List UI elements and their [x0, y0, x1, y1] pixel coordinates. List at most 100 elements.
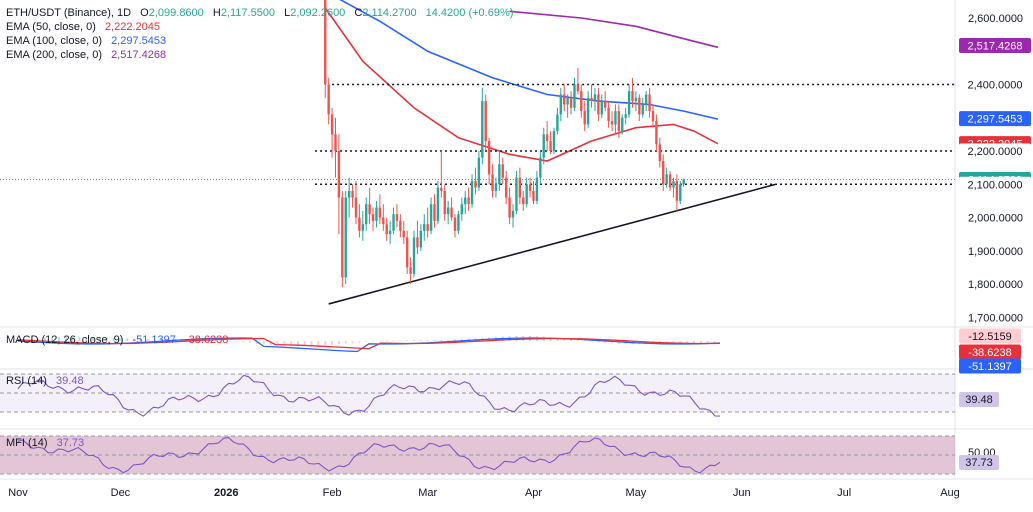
- candle: [528, 177, 532, 198]
- macd-signal-badge-bg: [959, 344, 1021, 360]
- macd-histogram-bar: [597, 341, 600, 343]
- candle-body: [341, 197, 344, 278]
- candle-body: [600, 101, 603, 115]
- candle: [494, 177, 498, 198]
- candle: [358, 204, 361, 238]
- candle: [347, 177, 351, 218]
- candle-body: [655, 121, 658, 145]
- candle-body: [603, 101, 607, 108]
- macd-histogram-bar: [105, 337, 108, 341]
- candle-body: [412, 237, 416, 275]
- ema200-price-badge-bg: [959, 37, 1031, 53]
- rsi-badge: 39.48: [959, 392, 999, 407]
- candle: [378, 194, 382, 225]
- candle-body: [576, 84, 580, 92]
- candle: [341, 190, 344, 288]
- candle-body: [457, 214, 460, 231]
- level-2200-badge-text: 2,200.0000: [967, 146, 1022, 158]
- candle-body: [508, 197, 511, 218]
- ema50-label: EMA (50, close, 0): [6, 21, 96, 33]
- candle: [450, 197, 453, 221]
- macd-histogram-bar: [337, 341, 340, 345]
- macd-histogram-bar: [249, 341, 252, 344]
- candle-body: [610, 121, 614, 125]
- level-2400-badge-bg: [959, 77, 1031, 92]
- candle-body: [419, 230, 423, 248]
- candle-body: [344, 197, 347, 278]
- ema200-value: 2,517.4268: [111, 49, 167, 61]
- candle-body: [532, 190, 535, 201]
- macd-histogram-badge-bg: [959, 328, 1021, 344]
- time-axis-label: Dec: [111, 487, 131, 499]
- candle: [638, 94, 641, 122]
- candle-body: [518, 177, 522, 198]
- candle: [330, 107, 334, 158]
- macd-signal-value: -38.6238: [184, 334, 229, 346]
- macd-line-badge-bg: [959, 358, 1021, 374]
- candle: [487, 137, 491, 185]
- candle: [460, 197, 464, 221]
- macd-histogram-bar: [215, 339, 218, 341]
- candle-body: [679, 184, 682, 201]
- candle: [522, 190, 525, 211]
- rsi-label: RSI (14): [6, 375, 47, 387]
- candle-body: [682, 179, 685, 185]
- macd-histogram-bar: [228, 340, 231, 342]
- macd-histogram-bar: [221, 340, 224, 341]
- candle-body: [614, 111, 617, 125]
- candle: [385, 217, 388, 241]
- candle: [354, 180, 358, 225]
- macd-histogram-bar: [119, 338, 122, 341]
- macd-histogram-bar: [365, 341, 368, 342]
- candle: [419, 224, 423, 251]
- candle-body: [511, 210, 515, 218]
- time-axis-label: Feb: [323, 487, 342, 499]
- candle-body: [525, 184, 528, 205]
- macd-histogram-bar: [344, 341, 347, 344]
- macd-histogram-bar: [317, 341, 320, 346]
- candle: [644, 91, 648, 112]
- candle: [337, 134, 341, 235]
- high-value: 2,117.5500: [220, 7, 276, 19]
- candle: [344, 190, 347, 284]
- candle: [464, 190, 467, 215]
- candle-body: [549, 141, 552, 151]
- price-axis-tick: 1,700.0000: [968, 312, 1023, 324]
- candle-body: [467, 197, 470, 205]
- macd-histogram-bar: [583, 340, 586, 342]
- candle: [675, 174, 679, 211]
- mfi-legend: MFI (14) 37.73: [6, 437, 84, 449]
- candle-body: [378, 207, 382, 218]
- candle: [597, 87, 600, 122]
- candle: [504, 170, 508, 205]
- candle-body: [423, 224, 426, 231]
- macd-histogram-bar: [447, 339, 450, 341]
- candle-body: [477, 157, 481, 188]
- candle-body: [528, 184, 532, 191]
- macd-histogram-bar: [167, 338, 170, 341]
- mfi-value: 37.73: [56, 437, 85, 449]
- macd-histogram-bar: [92, 336, 95, 341]
- support-trendline: [328, 183, 777, 305]
- candle: [603, 91, 607, 112]
- candle-body: [460, 204, 464, 215]
- macd-histogram-bar: [290, 341, 293, 347]
- candle-body: [358, 217, 361, 231]
- macd-histogram-bar: [133, 338, 136, 341]
- candle-body: [668, 174, 672, 188]
- candle-body: [487, 141, 491, 175]
- candle-body: [453, 217, 457, 231]
- candle: [610, 111, 614, 132]
- macd-histogram-bar: [112, 337, 115, 341]
- macd-line-badge-text: -51.1397: [968, 361, 1011, 373]
- candle-body: [327, 84, 330, 115]
- macd-histogram-bar: [706, 341, 709, 344]
- macd-histogram-bar: [296, 341, 299, 347]
- low-value: 2,092.2600: [290, 7, 346, 19]
- candle: [484, 94, 487, 151]
- candle: [580, 84, 583, 118]
- macd-histogram-bar: [713, 341, 716, 344]
- candle-body: [388, 230, 392, 235]
